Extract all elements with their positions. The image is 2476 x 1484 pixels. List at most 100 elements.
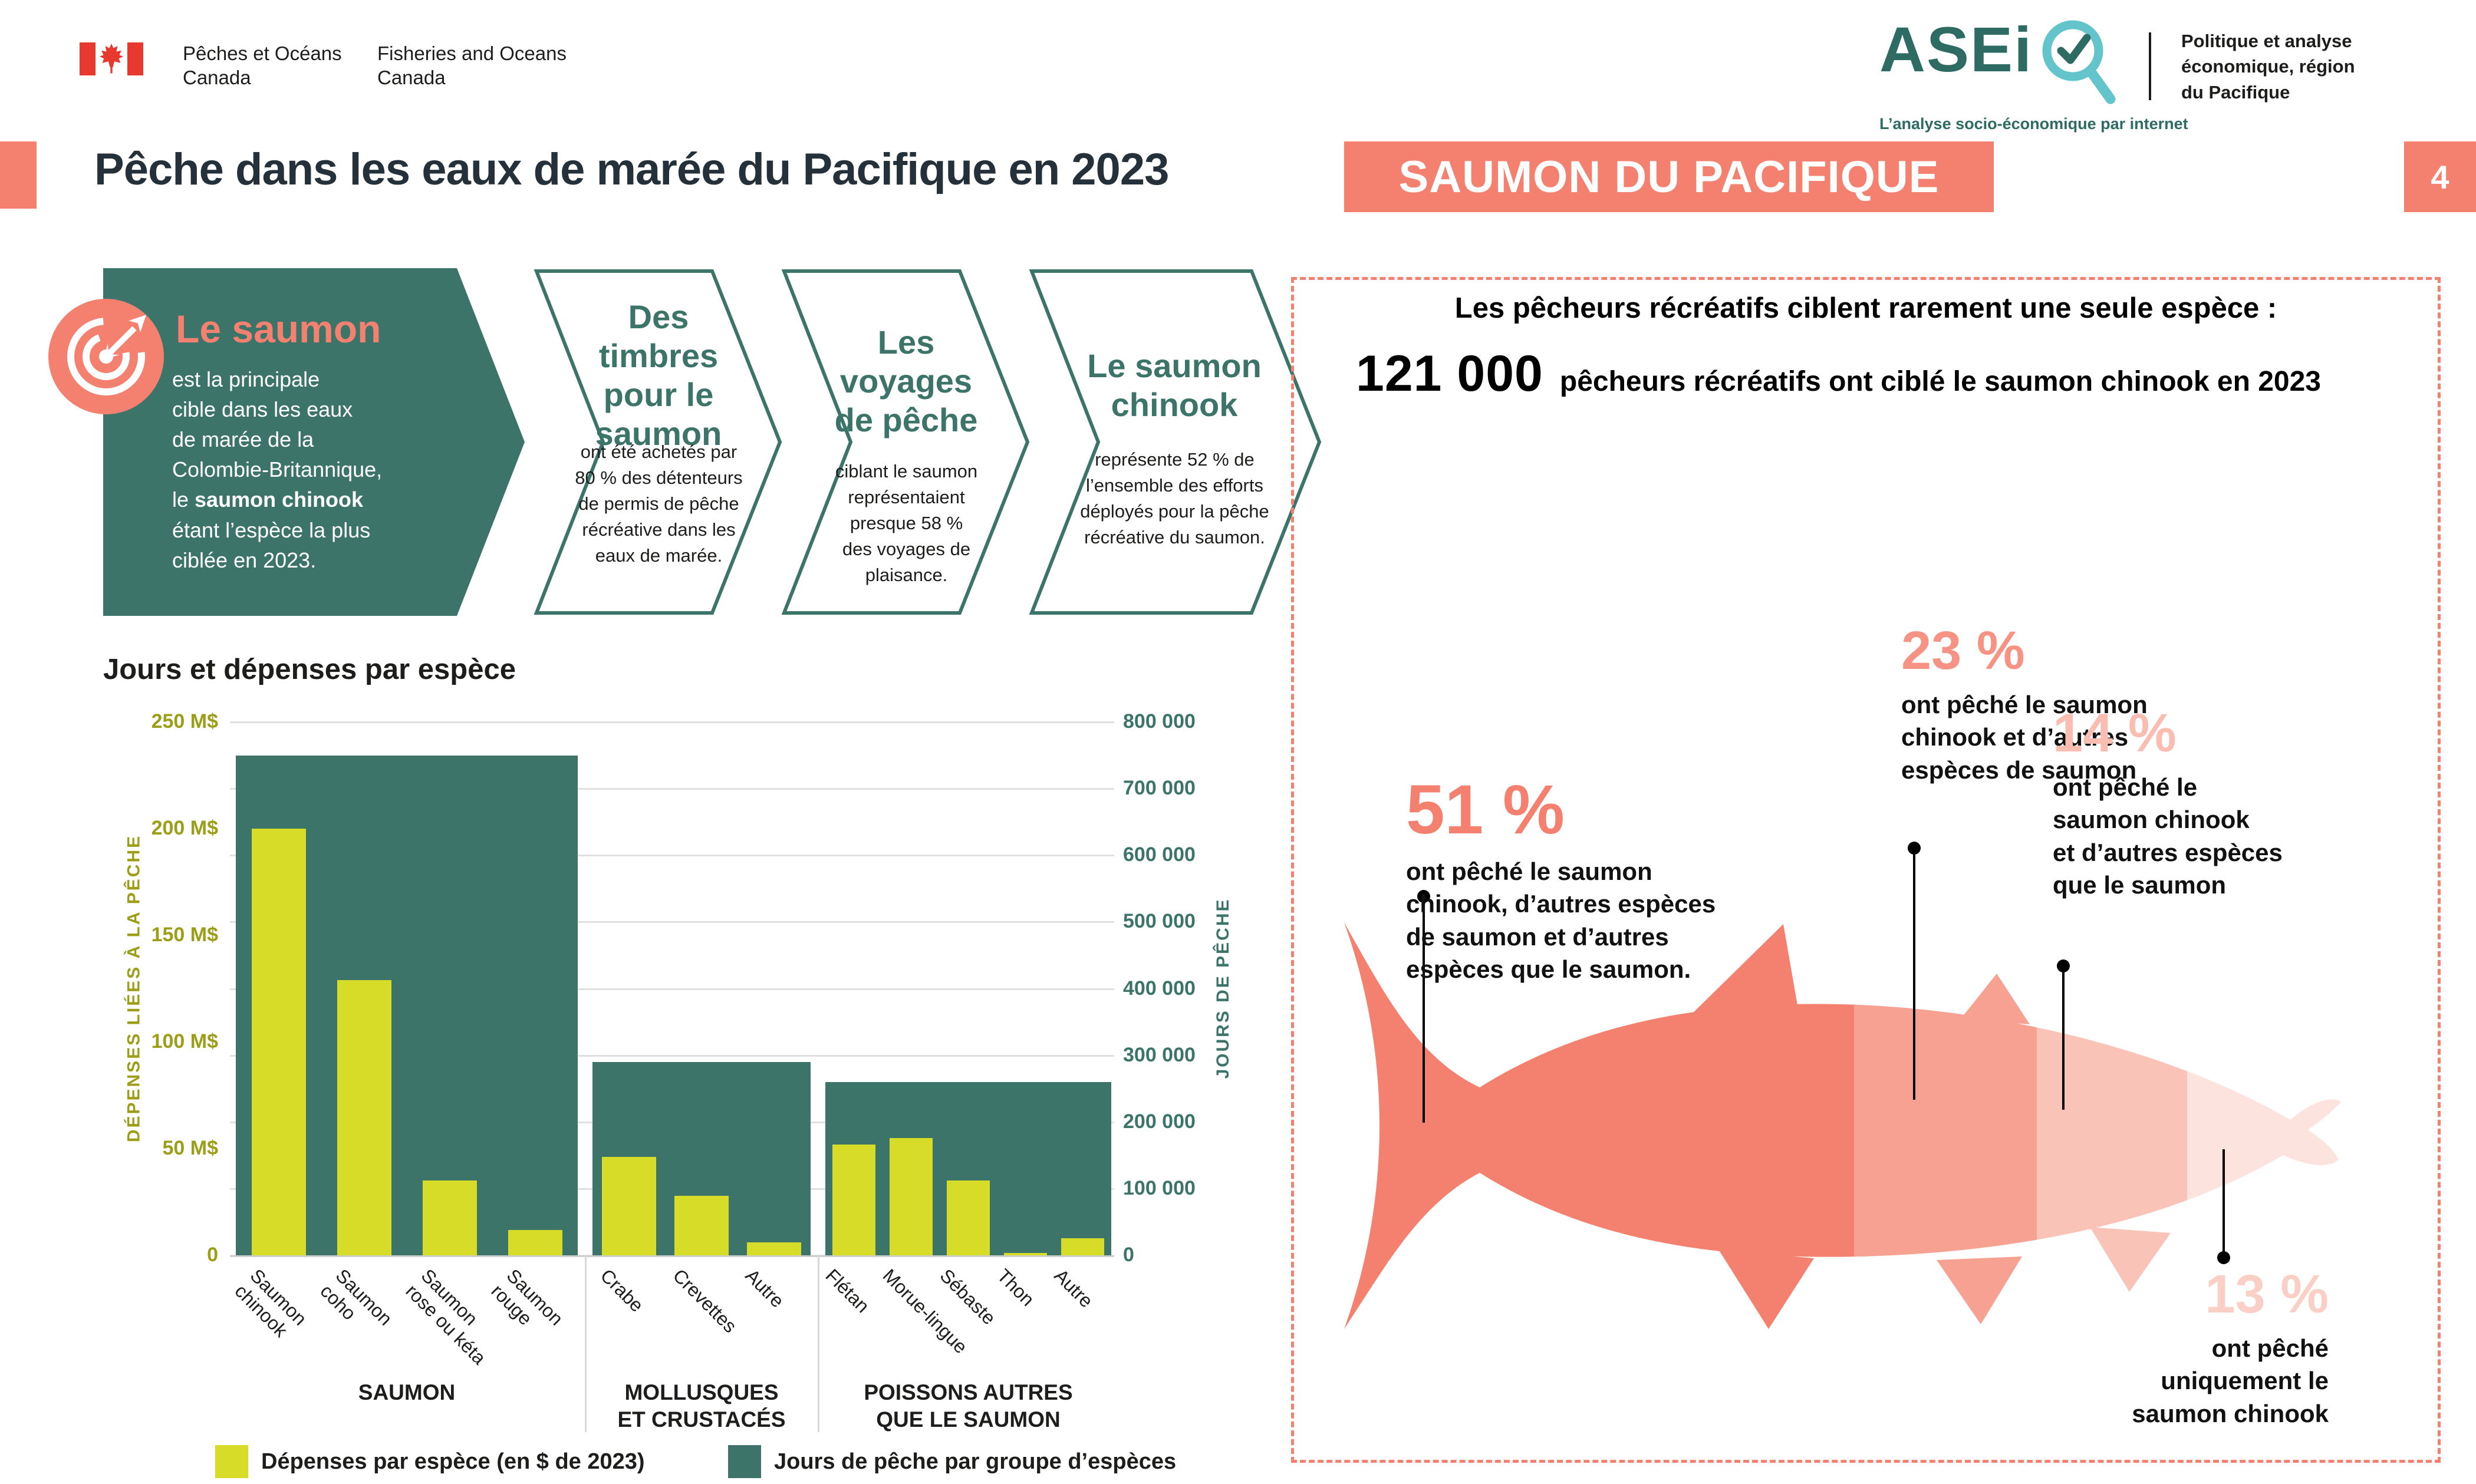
legend-label-1: Jours de pêche par groupe d’espèces <box>774 1449 1177 1474</box>
chevron-1-body-bold: saumon chinook <box>195 487 364 512</box>
bar-spend-saumon-rose-ou-kéta <box>422 1180 477 1255</box>
gridline-600000 <box>230 855 1114 857</box>
legend-label-0: Dépenses par espèce (en $ de 2023) <box>261 1449 645 1474</box>
chevron-1-shape <box>103 268 525 616</box>
right-tick-5: 500 000 <box>1123 910 1196 933</box>
bar-spend-crevettes <box>674 1195 729 1255</box>
group-label-2: POISSONS AUTRES QUE LE SAUMON <box>864 1380 1073 1432</box>
chevron-3-body: ciblant le saumon représentaient presque… <box>835 461 978 586</box>
left-tick-1: 50 M$ <box>162 1137 219 1159</box>
asei-magnifier-check-icon <box>2036 18 2125 109</box>
target-arrow-icon <box>48 299 164 414</box>
callout-51-text: ont pêché le saumon chinook, d’autres es… <box>1406 858 1716 984</box>
bar-spend-saumon-rouge <box>508 1229 562 1255</box>
x-label-4-2: Autre <box>1050 1265 1097 1312</box>
org-title: Politique et analyse économique, région … <box>2181 31 2355 103</box>
group-label-1: MOLLUSQUES ET CRUSTACÉS <box>617 1380 786 1432</box>
callout-13-text: ont pêché uniquement le saumon chinook <box>2132 1334 2329 1427</box>
header-divider <box>2149 32 2151 100</box>
bar-spend-sébaste <box>947 1180 990 1255</box>
chevron-3-title: Les voyages de pêche <box>834 324 978 439</box>
salmon-illustration <box>1344 922 2341 1329</box>
chevron-3-shape <box>781 269 1030 615</box>
x-label-0-0: Saumon chinook <box>231 1265 311 1341</box>
wordmark-en-line2: Canada <box>377 67 446 89</box>
chevron-2-shape <box>534 269 782 615</box>
callout-13: 13 % ont pêché uniquement le saumon chin… <box>1998 1267 2329 1430</box>
pointer-dot-14 <box>2057 959 2070 972</box>
asei-tagline: L’analyse socio-économique par internet <box>1879 115 2188 133</box>
wordmark-en-line1: Fisheries and Oceans <box>377 42 567 64</box>
left-tick-4: 200 M$ <box>151 817 218 839</box>
right-tick-1: 100 000 <box>1123 1176 1196 1199</box>
pointer-line-23 <box>1908 842 1921 1100</box>
x-label-2-0: Saumon rose ou kéta <box>401 1265 490 1369</box>
x-label-2-1: Autre <box>741 1265 789 1312</box>
right-tick-2: 200 000 <box>1123 1110 1196 1133</box>
wordmark-french: Pêches et Océans Canada <box>183 41 342 90</box>
right-tick-8: 800 000 <box>1123 710 1196 733</box>
x-axis-baseline <box>230 1255 1114 1257</box>
asei-wordmark: ASEi <box>1879 14 2033 85</box>
x-label-0-2: Flétan <box>821 1265 874 1317</box>
pointer-line-51 <box>1417 890 1430 1123</box>
callout-23: 23 % ont pêché le saumon chinook et d’au… <box>1901 624 2184 786</box>
callout-51: 51 % ont pêché le saumon chinook, d’autr… <box>1406 775 1789 986</box>
panel-title: Les pêcheurs récréatifs ciblent rarement… <box>1454 292 2277 324</box>
chart-plot-area <box>230 721 1114 1257</box>
callout-13-percent: 13 % <box>2205 1264 2329 1324</box>
callout-23-text: ont pêché le saumon chinook et d’autres … <box>1901 691 2148 784</box>
x-label-0-1: Crabe <box>596 1265 648 1317</box>
chart-title: Jours et dépenses par espèce <box>103 654 516 685</box>
x-label-1-1: Crevettes <box>669 1265 741 1337</box>
canada-flag-icon <box>80 42 143 78</box>
bar-spend-thon <box>1004 1253 1047 1255</box>
gridline-800000 <box>230 721 1114 723</box>
bar-spend-saumon-chinook <box>251 829 306 1255</box>
panel-stat: 121 000 pêcheurs récréatifs ont ciblé le… <box>1356 345 2321 403</box>
title-accent-square <box>0 141 37 209</box>
bar-spend-autre <box>747 1242 802 1255</box>
topic-badge: SAUMON DU PACIFIQUE <box>1344 141 1994 212</box>
wordmark-english: Fisheries and Oceans Canada <box>377 41 567 90</box>
pointer-line-14 <box>2057 959 2070 1110</box>
page-number: 4 <box>2404 141 2476 212</box>
gridline-700000 <box>230 788 1114 790</box>
legend-swatch-0 <box>215 1445 248 1478</box>
chevron-1-body-pre: est la principale cible dans les eaux de… <box>172 367 383 512</box>
x-label-1-0: Saumon coho <box>316 1265 396 1330</box>
callout-14: 14 % ont pêché le saumon chinook et d’au… <box>2053 706 2359 902</box>
left-tick-0: 0 <box>207 1244 218 1266</box>
wordmark-fr-line2: Canada <box>183 67 251 89</box>
x-label-3-2: Thon <box>993 1265 1039 1311</box>
wordmark-fr-line1: Pêches et Océans <box>183 42 342 64</box>
bar-spend-autre <box>1061 1238 1104 1255</box>
gridline-500000 <box>230 921 1114 924</box>
chevron-2-title: Des timbres pour le saumon <box>595 298 722 453</box>
species-target-panel <box>1291 277 2441 1463</box>
chevron-2-body: ont été achetés par 80 % des détenteurs … <box>575 441 743 566</box>
pointer-line-13 <box>2217 1149 2230 1264</box>
chevron-4-shape <box>1029 269 1322 615</box>
chevron-1-title: Le saumon <box>176 307 381 351</box>
chevron-shapes <box>48 268 1322 616</box>
chevron-4-body: représente 52 % de l’ensemble des effort… <box>1080 449 1269 548</box>
right-tick-7: 700 000 <box>1123 777 1196 800</box>
right-tick-6: 600 000 <box>1123 843 1196 866</box>
bar-spend-saumon-coho <box>337 980 391 1255</box>
left-tick-5: 250 M$ <box>151 710 218 733</box>
gridline-300000 <box>230 1054 1114 1057</box>
stat-number: 121 000 <box>1356 345 1543 402</box>
bar-spend-flétan <box>832 1144 875 1255</box>
chevron-1-body: est la principale cible dans les eaux de… <box>172 364 461 575</box>
pointer-dot-23 <box>1908 842 1921 855</box>
left-tick-2: 100 M$ <box>151 1030 218 1053</box>
pointer-dot-51 <box>1417 890 1430 903</box>
legend-swatch-1 <box>728 1445 761 1478</box>
right-tick-4: 400 000 <box>1123 977 1196 1000</box>
group-separator-1 <box>818 1255 819 1432</box>
chevron-1-body-post: étant l’espèce la plus ciblée en 2023. <box>172 517 371 572</box>
group-label-0: SAUMON <box>358 1380 456 1404</box>
chevron-4-title: Le saumon chinook <box>1087 347 1262 424</box>
callout-14-text: ont pêché le saumon chinook et d’autres … <box>2053 773 2283 899</box>
